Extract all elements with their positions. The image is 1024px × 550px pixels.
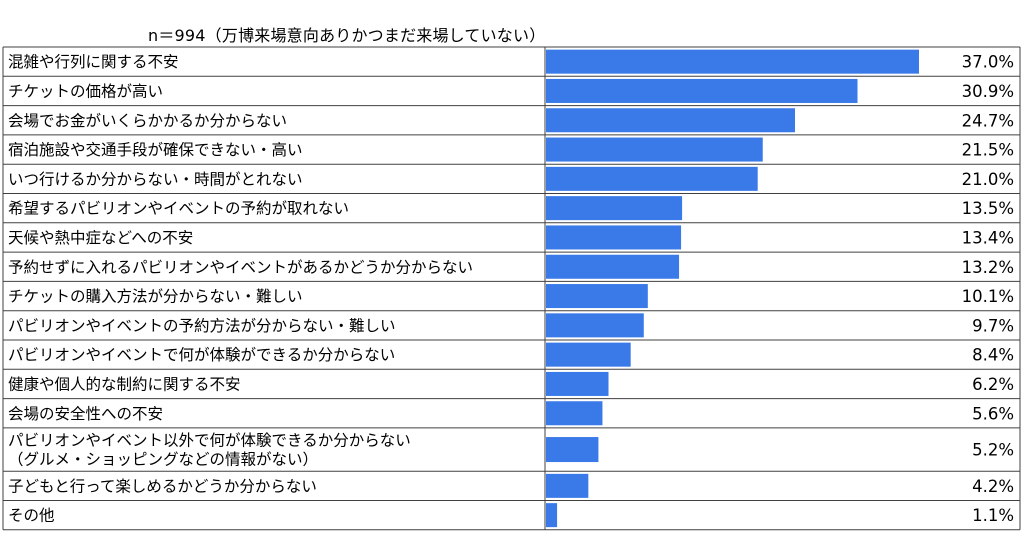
bar xyxy=(546,166,758,191)
value-label: 24.7% xyxy=(962,111,1014,130)
value-label: 13.2% xyxy=(962,258,1014,277)
category-label: いつ行けるか分からない・時間がとれない xyxy=(8,170,303,188)
value-label: 21.0% xyxy=(962,170,1014,189)
value-label: 6.2% xyxy=(972,375,1014,394)
value-label: 8.4% xyxy=(972,346,1014,365)
category-label: チケットの購入方法が分からない・難しい xyxy=(8,288,303,306)
value-label: 37.0% xyxy=(962,53,1014,72)
category-label: 会場の安全性への不安 xyxy=(8,405,163,423)
category-label: 宿泊施設や交通手段が確保できない・高い xyxy=(8,141,303,159)
bar xyxy=(546,342,631,367)
bar xyxy=(546,503,558,528)
category-label: その他 xyxy=(8,507,55,525)
value-label: 9.7% xyxy=(972,316,1014,335)
bar xyxy=(546,437,599,463)
value-label: 13.4% xyxy=(962,228,1014,247)
value-label: 10.1% xyxy=(962,287,1014,306)
bar xyxy=(546,49,919,74)
bar xyxy=(546,196,683,221)
bar xyxy=(546,254,680,279)
category-label: 天候や熱中症などへの不安 xyxy=(8,229,193,247)
category-label: チケットの価格が高い xyxy=(8,82,163,100)
bar xyxy=(546,78,858,103)
value-label: 5.2% xyxy=(972,441,1014,460)
category-label: 子どもと行って楽しめるかどうか分からない xyxy=(8,477,317,495)
chart-subtitle: n＝994（万博来場意向ありかつまだ来場していない） xyxy=(148,26,546,45)
category-label: パビリオンやイベント以外で何が体験できるか分からない xyxy=(8,432,411,450)
value-label: 13.5% xyxy=(962,199,1014,218)
category-label: 予約せずに入れるパビリオンやイベントがあるかどうか分からない xyxy=(8,258,473,276)
bar xyxy=(546,108,796,133)
bar xyxy=(546,137,763,162)
category-label: 希望するパビリオンやイベントの予約が取れない xyxy=(8,200,349,218)
value-label: 4.2% xyxy=(972,477,1014,496)
category-label: 会場でお金がいくらかかるか分からない xyxy=(8,112,287,130)
value-label: 1.1% xyxy=(972,506,1014,525)
bar xyxy=(546,371,609,396)
value-label: 21.5% xyxy=(962,141,1014,160)
category-label: パビリオンやイベントの予約方法が分からない・難しい xyxy=(8,317,396,335)
bar xyxy=(546,401,603,426)
category-label: 混雑や行列に関する不安 xyxy=(8,53,179,71)
bar xyxy=(546,313,644,338)
category-label: 健康や個人的な制約に関する不安 xyxy=(8,375,241,393)
value-label: 5.6% xyxy=(972,404,1014,423)
value-label: 30.9% xyxy=(962,82,1014,101)
bar xyxy=(546,225,682,250)
category-label: （グルメ・ショッピングなどの情報がない） xyxy=(8,451,318,469)
bar xyxy=(546,473,589,498)
category-label: パビリオンやイベントで何が体験ができるか分からない xyxy=(8,346,395,364)
bar xyxy=(546,284,648,309)
